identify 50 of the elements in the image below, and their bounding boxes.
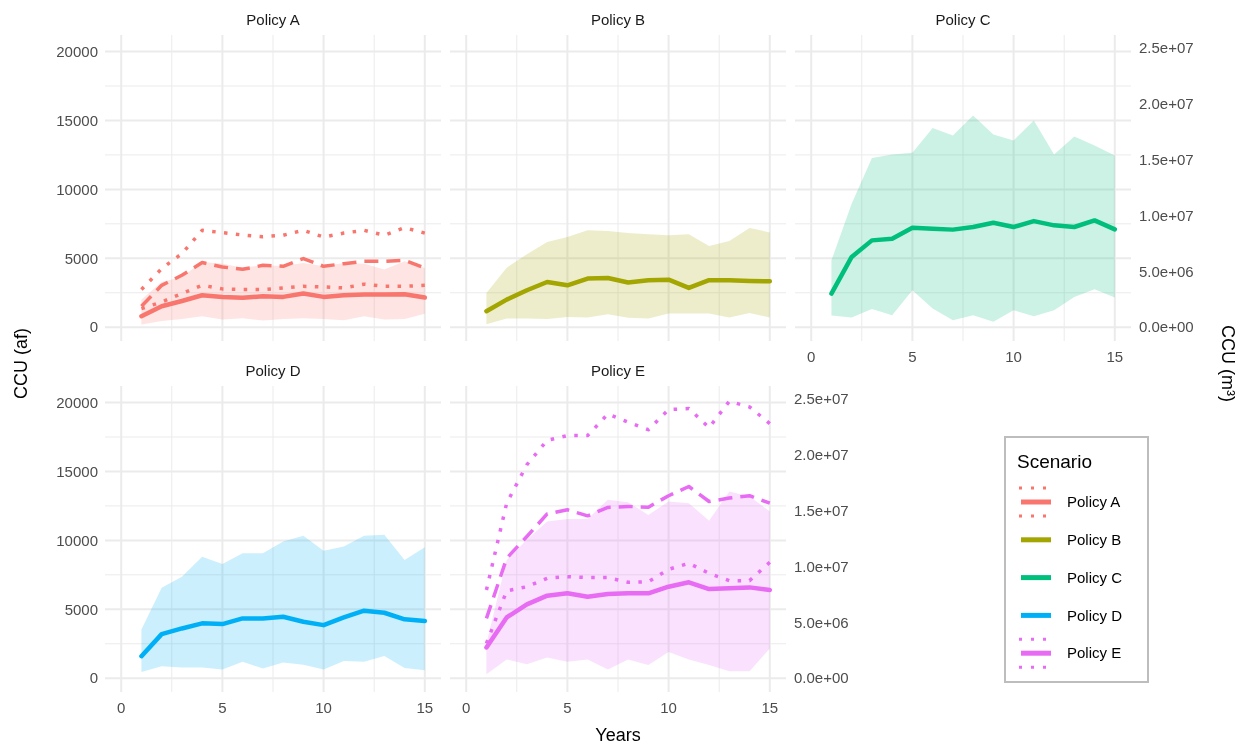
text: 5.0e+06 <box>1139 262 1194 280</box>
x-tick-label: 0 <box>807 348 816 365</box>
y-tick-label: 0 <box>89 318 98 336</box>
y-tick-label: 15000 <box>56 111 98 129</box>
text: 1.5e+07 <box>1139 150 1194 168</box>
legend-label: Policy D <box>1067 606 1123 624</box>
x-tick-label: 5 <box>908 348 917 365</box>
text: 2.5e+07 <box>1139 39 1194 57</box>
x-tick-label: 5 <box>563 699 572 716</box>
y-tick-label: 10000 <box>56 180 98 198</box>
chart-title: Policy C <box>935 11 991 28</box>
y-tick-label: 5000 <box>64 600 98 618</box>
legend-label: Policy C <box>1067 568 1123 586</box>
line-series <box>139 225 427 292</box>
y-tick-label: 5000 <box>64 249 98 267</box>
text: 1.0e+07 <box>1139 206 1194 224</box>
x-axis-title: Years <box>595 725 641 745</box>
text: 0.0e+00 <box>1139 318 1194 336</box>
text: 2.0e+07 <box>1139 94 1194 112</box>
y-tick-label: 0 <box>89 669 98 687</box>
x-tick-label: 0 <box>117 699 126 716</box>
legend-label: Policy E <box>1067 644 1122 662</box>
legend-label: Policy A <box>1067 493 1121 511</box>
text: 5.0e+06 <box>794 613 849 631</box>
legend-label: Policy B <box>1067 531 1122 549</box>
chart-title: Policy A <box>246 11 300 28</box>
y-tick-label: 20000 <box>56 42 98 60</box>
text: 2.5e+07 <box>794 390 849 408</box>
x-tick-label: 10 <box>660 699 677 716</box>
x-tick-label: 15 <box>416 699 434 716</box>
x-tick-label: 15 <box>761 699 779 716</box>
y-tick-label: 10000 <box>56 531 98 549</box>
chart-title: Policy E <box>590 362 646 379</box>
line-series <box>139 608 428 659</box>
y-tick-label: 20000 <box>56 393 98 411</box>
x-tick-label: 10 <box>1005 348 1022 365</box>
x-tick-label: 5 <box>218 699 227 716</box>
x-tick-label: 0 <box>462 699 471 716</box>
x-tick-label: 15 <box>1106 348 1124 365</box>
legend-title: Scenario <box>1017 451 1092 472</box>
y2-axis-title: CCU (m³) <box>1218 325 1238 402</box>
chart-title: Policy D <box>245 362 301 379</box>
chart-title: Policy B <box>590 11 646 28</box>
y-tick-label: 15000 <box>56 462 98 480</box>
text: 2.0e+07 <box>794 445 849 463</box>
text: 1.5e+07 <box>794 501 849 519</box>
text: 0.0e+00 <box>794 669 849 687</box>
x-tick-label: 10 <box>315 699 332 716</box>
y-axis-title: CCU (af) <box>11 328 31 399</box>
text: 1.0e+07 <box>794 557 849 575</box>
